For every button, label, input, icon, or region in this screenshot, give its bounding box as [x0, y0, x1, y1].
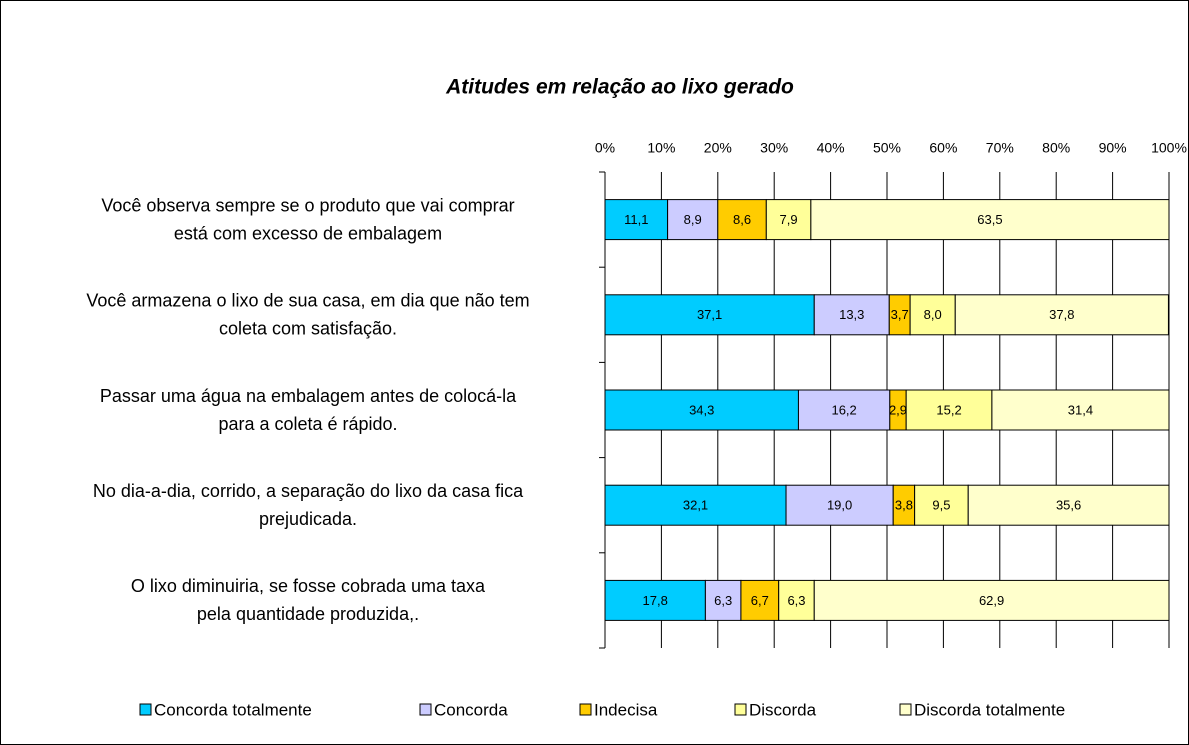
- x-tick-label: 30%: [760, 140, 788, 156]
- x-tick-label: 60%: [929, 140, 957, 156]
- x-tick-label: 0%: [595, 140, 615, 156]
- data-label: 7,9: [780, 212, 798, 227]
- x-tick-label: 80%: [1042, 140, 1070, 156]
- bar-segment: [785, 484, 894, 526]
- data-label: 32,1: [683, 498, 708, 513]
- data-label: 3,7: [891, 307, 909, 322]
- data-label: 15,2: [936, 402, 961, 417]
- legend-swatch: [734, 703, 747, 716]
- legend-label: Concorda: [434, 700, 508, 719]
- data-label: 37,1: [697, 307, 722, 322]
- legend-swatch: [419, 703, 432, 716]
- bar-segment: [909, 294, 956, 336]
- data-label: 2,9: [889, 402, 907, 417]
- data-label: 31,4: [1068, 402, 1093, 417]
- y-tick-label: prejudicada.: [259, 509, 357, 529]
- x-tick-label: 20%: [704, 140, 732, 156]
- y-tick-label: Passar uma água na embalagem antes de co…: [100, 386, 517, 406]
- bar-segment: [967, 484, 1170, 526]
- data-label: 6,3: [714, 593, 732, 608]
- bar-segment: [797, 389, 891, 431]
- legend-label: Discorda: [749, 700, 817, 719]
- bar-segment: [991, 389, 1170, 431]
- chart-title: Atitudes em relação ao lixo gerado: [445, 76, 794, 99]
- y-tick-label: está com excesso de embalagem: [174, 223, 442, 243]
- data-label: 11,1: [624, 212, 648, 227]
- y-tick-label: Você armazena o lixo de sua casa, em dia…: [86, 291, 529, 311]
- bar-segment: [604, 294, 815, 336]
- data-label: 19,0: [827, 498, 852, 513]
- y-tick-label: Você observa sempre se o produto que vai…: [101, 195, 514, 215]
- data-label: 8,9: [684, 212, 702, 227]
- bar-segment: [604, 389, 799, 431]
- data-label: 6,7: [751, 593, 769, 608]
- bar-segment: [810, 199, 1170, 241]
- y-tick-label: O lixo diminuiria, se fosse cobrada uma …: [131, 576, 486, 596]
- data-label: 8,0: [924, 307, 942, 322]
- bar-segment: [765, 199, 812, 241]
- bar-segment: [667, 199, 719, 241]
- x-tick-label: 70%: [986, 140, 1014, 156]
- legend-swatch: [899, 703, 912, 716]
- bar-segment: [778, 579, 815, 621]
- data-label: 35,6: [1056, 498, 1081, 513]
- data-label: 8,6: [733, 212, 751, 227]
- data-label: 34,3: [689, 402, 714, 417]
- legend-label: Indecisa: [594, 700, 658, 719]
- data-label: 63,5: [977, 212, 1002, 227]
- bar-segment: [905, 389, 993, 431]
- data-label: 17,8: [643, 593, 668, 608]
- data-label: 9,5: [932, 498, 950, 513]
- legend-swatch: [579, 703, 592, 716]
- legend-label: Concorda totalmente: [154, 700, 312, 719]
- legend-swatch: [139, 703, 152, 716]
- x-tick-label: 50%: [873, 140, 901, 156]
- data-label: 13,3: [839, 307, 864, 322]
- data-label: 37,8: [1049, 307, 1074, 322]
- y-tick-label: pela quantidade produzida,.: [197, 604, 419, 624]
- y-tick-label: coleta com satisfação.: [219, 319, 397, 339]
- y-tick-label: para a coleta é rápido.: [218, 414, 397, 434]
- bar-segment: [954, 294, 1169, 336]
- data-label: 16,2: [831, 402, 856, 417]
- data-label: 6,3: [787, 593, 805, 608]
- bar-segment: [604, 484, 787, 526]
- y-tick-label: No dia-a-dia, corrido, a separação do li…: [93, 481, 524, 501]
- bar-segment: [740, 579, 780, 621]
- x-tick-label: 90%: [1099, 140, 1127, 156]
- x-tick-label: 10%: [647, 140, 675, 156]
- bar-segment: [604, 579, 706, 621]
- x-tick-label: 40%: [817, 140, 845, 156]
- bar-segment: [813, 579, 1170, 621]
- x-tick-label: 100%: [1151, 140, 1187, 156]
- data-label: 62,9: [979, 593, 1004, 608]
- data-label: 3,8: [895, 498, 913, 513]
- legend-label: Discorda totalmente: [914, 700, 1065, 719]
